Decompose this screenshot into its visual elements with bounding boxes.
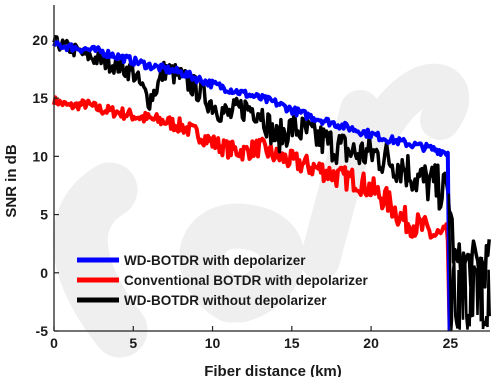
x-tick-label: 0 (50, 335, 58, 351)
legend-label-series-1: WD-BOTDR with depolarizer (124, 253, 306, 268)
series-line-3 (52, 35, 491, 289)
watermark (52, 63, 469, 358)
plot-area (52, 35, 491, 332)
series-line-1 (52, 39, 452, 332)
y-tick-label: 15 (32, 90, 48, 106)
x-tick-label: 10 (205, 335, 221, 351)
x-tick-label: 5 (129, 335, 137, 351)
x-tick-label: 15 (284, 335, 300, 351)
y-axis-title: SNR in dB (3, 144, 20, 217)
legend-item-series-3: WD-BOTDR without depolarizer (77, 293, 327, 308)
y-tick-label: 10 (32, 148, 48, 164)
y-tick-label: -5 (36, 323, 49, 339)
legend-label-series-3: WD-BOTDR without depolarizer (124, 293, 327, 308)
y-tick-label: 0 (40, 265, 48, 281)
x-axis-title: Fiber distance (km) (204, 363, 342, 377)
series-line-3-tail (447, 193, 491, 332)
legend-item-series-1: WD-BOTDR with depolarizer (77, 253, 306, 268)
x-tick-label: 20 (363, 335, 379, 351)
legend-label-series-2: Conventional BOTDR with depolarizer (124, 273, 369, 288)
legend-item-series-2: Conventional BOTDR with depolarizer (77, 273, 369, 288)
legend: WD-BOTDR with depolarizer Conventional B… (77, 253, 369, 308)
x-tick-label: 25 (443, 335, 459, 351)
series-line-2 (52, 95, 452, 332)
y-tick-label: 20 (32, 32, 48, 48)
y-tick-label: 5 (40, 207, 48, 223)
